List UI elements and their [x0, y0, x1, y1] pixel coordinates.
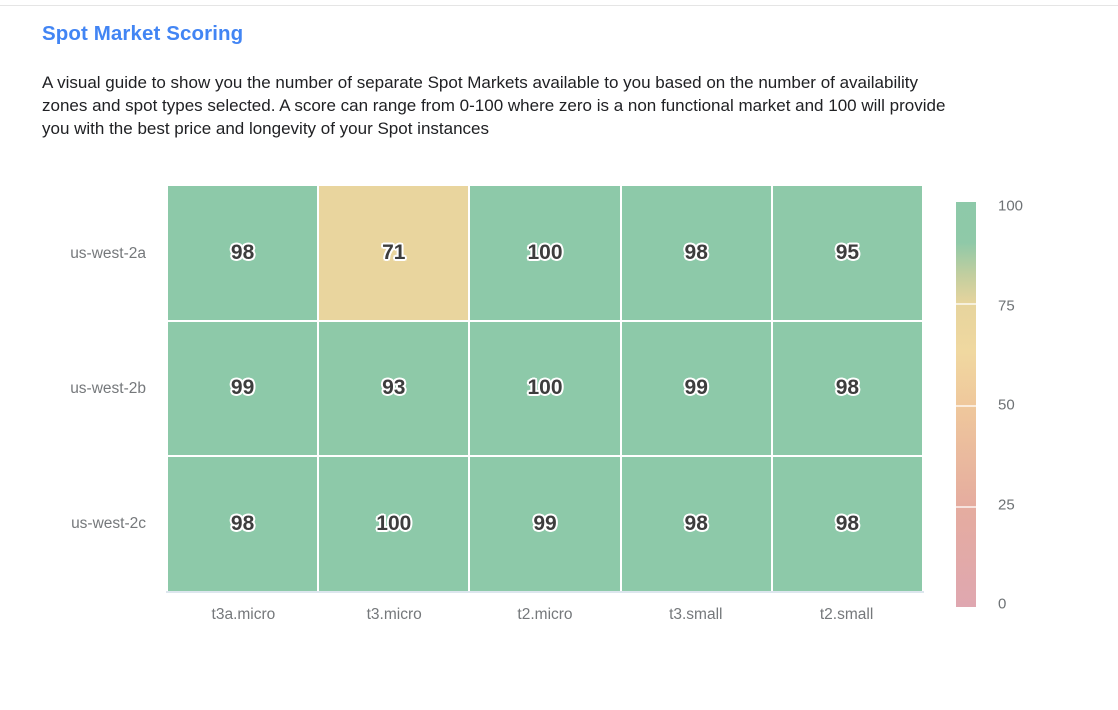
cell-value: 98: [230, 240, 255, 264]
heatmap-cell-us-west-2b-t2.micro[interactable]: 100: [470, 321, 620, 456]
colorbar-tick-line: [956, 404, 976, 407]
cell-value: 99: [230, 376, 255, 400]
cell-value: 99: [684, 376, 708, 400]
heatmap-cell-us-west-2a-t3.micro[interactable]: 71: [319, 186, 469, 320]
x-axis-label-t3a.micro: t3a.micro: [211, 606, 276, 623]
description-text: A visual guide to show you the number of…: [42, 73, 946, 138]
y-axis-label-us-west-2a: us-west-2a: [70, 244, 146, 262]
cell-value: 100: [527, 240, 563, 264]
cell-value: 98: [835, 376, 860, 400]
cell-value: 71: [382, 240, 406, 264]
heatmap-cell-us-west-2b-t2.small[interactable]: 98: [772, 321, 922, 456]
heatmap-cell-us-west-2c-t3.micro[interactable]: 100: [319, 457, 469, 591]
colorbar-label-75: 75: [998, 297, 1015, 314]
top-divider: [0, 5, 1118, 6]
y-axis-label-us-west-2c: us-west-2c: [71, 514, 146, 532]
x-axis-label-t2.micro: t2.micro: [517, 606, 573, 623]
heatmap-cell-us-west-2c-t3.small[interactable]: 98: [621, 457, 771, 591]
cell-value: 98: [230, 512, 255, 536]
cell-value: 95: [835, 240, 860, 264]
heatmap-bottom-axis-line: [166, 591, 924, 593]
heatmap-cell-us-west-2b-t3.small[interactable]: 99: [621, 321, 771, 456]
heatmap-cell-us-west-2c-t2.micro[interactable]: 99: [470, 457, 620, 591]
heatmap-grid: 98 71 100 98 95 99 93 100 99 98 98 100 99 98 98: [168, 186, 922, 591]
cell-value: 98: [684, 240, 708, 264]
colorbar-label-50: 50: [998, 396, 1015, 414]
cell-value: 99: [533, 512, 557, 536]
x-axis-label-t3.micro: t3.micro: [366, 606, 422, 623]
cell-value: 98: [835, 512, 860, 536]
heatmap-cell-us-west-2a-t3a.micro[interactable]: 98: [168, 186, 318, 320]
colorbar-tick-line: [956, 505, 976, 508]
colorbar-label-0: 0: [998, 595, 1007, 613]
x-axis-labels: t3a.micro t3.micro t2.micro t3.small t2.smal…: [168, 606, 922, 626]
page-title: Spot Market Scoring: [42, 22, 244, 45]
y-axis-labels: us-west-2a us-west-2b us-west-2c: [30, 186, 146, 591]
cell-value: 100: [376, 512, 412, 536]
x-axis-label-t3.small: t3.small: [669, 606, 723, 623]
heatmap-cell-us-west-2c-t2.small[interactable]: 98: [772, 457, 922, 591]
x-axis-label-t2.small: t2.small: [819, 606, 874, 623]
heatmap-cell-us-west-2c-t3a.micro[interactable]: 98: [168, 457, 318, 591]
heatmap-cell-us-west-2b-t3a.micro[interactable]: 99: [168, 321, 318, 456]
colorbar-label-25: 25: [998, 496, 1015, 513]
y-axis-label-us-west-2b: us-west-2b: [70, 379, 146, 397]
heatmap-cell-us-west-2a-t2.small[interactable]: 95: [772, 186, 922, 320]
heatmap-cell-us-west-2b-t3.micro[interactable]: 93: [319, 321, 469, 456]
colorbar-tick-line: [956, 303, 976, 306]
heatmap-cell-us-west-2a-t2.micro[interactable]: 100: [470, 186, 620, 320]
cell-value: 98: [684, 512, 708, 536]
cell-value: 100: [527, 376, 563, 400]
colorbar-gradient: [956, 202, 976, 607]
heatmap-cell-us-west-2a-t3.small[interactable]: 98: [621, 186, 771, 320]
cell-value: 93: [382, 376, 406, 400]
colorbar-label-100: 100: [998, 197, 1024, 215]
